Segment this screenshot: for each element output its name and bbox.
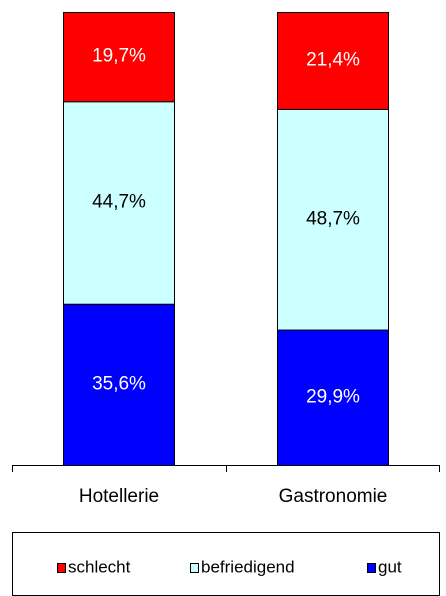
data-label: 35,6% [92, 373, 146, 394]
bar-segment [63, 12, 175, 103]
data-label: 44,7% [92, 192, 146, 213]
data-label: 29,9% [306, 386, 360, 407]
legend-label: gut [378, 557, 402, 576]
legend-swatch [190, 563, 199, 573]
x-tick-label: Gastronomie [279, 486, 388, 507]
legend-label: befriedigend [201, 557, 295, 576]
data-label: 21,4% [306, 49, 360, 70]
bar-segment [277, 12, 389, 110]
bar-segment [277, 329, 389, 467]
bar-segment [63, 101, 175, 305]
data-label: 19,7% [92, 46, 146, 67]
x-tick-label: Hotellerie [79, 486, 159, 507]
bar-segment [277, 108, 389, 331]
bar-segment [63, 303, 175, 466]
data-label: 48,7% [306, 208, 360, 229]
legend-label: schlecht [68, 557, 131, 576]
legend-swatch [367, 563, 376, 573]
legend-swatch [57, 563, 66, 573]
